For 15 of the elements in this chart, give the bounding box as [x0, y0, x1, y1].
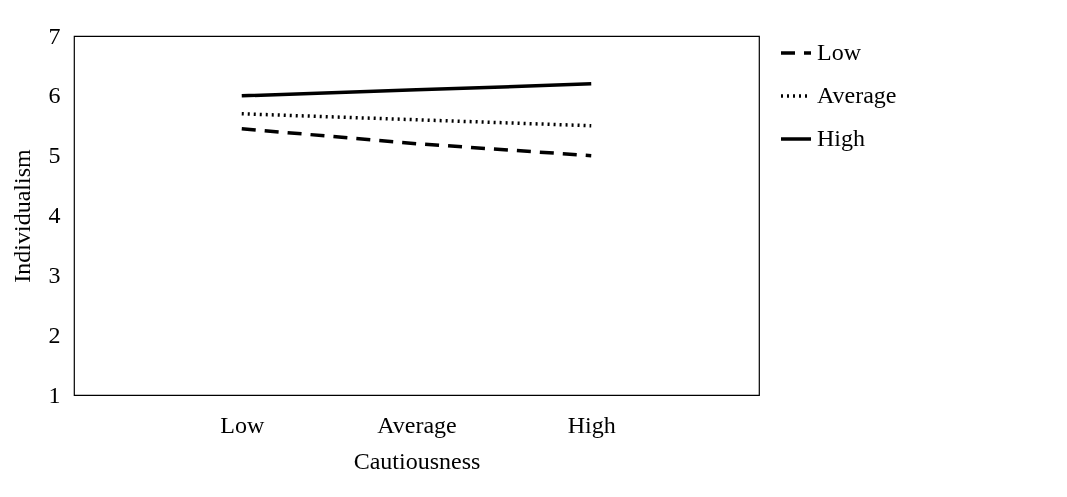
y-tick-label: 4: [48, 202, 61, 228]
y-tick-label: 5: [48, 142, 61, 169]
y-tick-label: 7: [48, 22, 61, 49]
x-tick-label: High: [567, 411, 616, 438]
x-tick-label: Average: [377, 411, 457, 438]
y-tick-label: 2: [48, 321, 61, 348]
y-tick-label: 3: [48, 261, 61, 288]
legend-label: High: [817, 125, 865, 151]
y-tick-label: 1: [48, 381, 61, 408]
x-axis-title: Cautiousness: [353, 447, 481, 474]
y-tick-label: 6: [48, 82, 61, 109]
legend-label: Average: [817, 82, 897, 108]
legend-label: Low: [817, 39, 862, 65]
x-tick-label: Low: [220, 411, 265, 438]
y-axis-title: Individualism: [8, 149, 35, 283]
